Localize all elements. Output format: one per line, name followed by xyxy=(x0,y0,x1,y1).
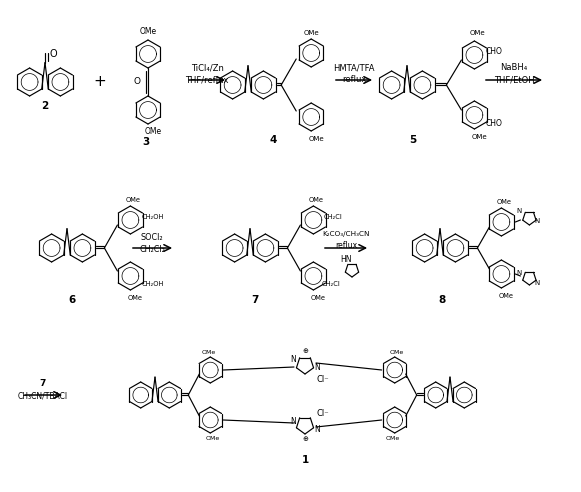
Text: SOCl₂: SOCl₂ xyxy=(141,233,163,242)
Text: OMe: OMe xyxy=(145,127,162,136)
Text: 3: 3 xyxy=(142,137,150,147)
Text: HN: HN xyxy=(340,254,352,264)
Text: K₂CO₃/CH₃CN: K₂CO₃/CH₃CN xyxy=(322,231,370,237)
Text: O: O xyxy=(134,78,141,87)
Text: CH₂OH: CH₂OH xyxy=(141,281,164,287)
Text: TiCl₄/Zn: TiCl₄/Zn xyxy=(191,63,224,72)
Text: OMe: OMe xyxy=(390,349,404,355)
Text: CH₂Cl: CH₂Cl xyxy=(322,281,341,287)
Text: N: N xyxy=(535,280,540,286)
Text: 1: 1 xyxy=(302,455,309,465)
Text: 7: 7 xyxy=(252,295,259,305)
Text: Cl⁻: Cl⁻ xyxy=(317,408,329,418)
Text: OMe: OMe xyxy=(201,349,216,355)
Text: reflux: reflux xyxy=(335,242,357,250)
Text: OMe: OMe xyxy=(205,436,220,441)
Text: 5: 5 xyxy=(410,135,417,145)
Text: NaBH₄: NaBH₄ xyxy=(500,63,528,72)
Text: OMe: OMe xyxy=(311,295,326,301)
Text: 4: 4 xyxy=(270,135,277,145)
Text: OMe: OMe xyxy=(128,295,143,301)
Text: 6: 6 xyxy=(69,295,76,305)
Text: THF/EtOH: THF/EtOH xyxy=(494,75,535,85)
Text: reflux: reflux xyxy=(342,75,366,85)
Text: HMTA/TFA: HMTA/TFA xyxy=(333,63,375,72)
Text: THF/reflux: THF/reflux xyxy=(185,75,229,85)
Text: OMe: OMe xyxy=(303,30,319,36)
Text: CH₂Cl₂: CH₂Cl₂ xyxy=(139,245,165,253)
Text: OMe: OMe xyxy=(472,134,487,140)
Text: OMe: OMe xyxy=(499,293,514,299)
Text: OMe: OMe xyxy=(309,136,324,142)
Text: CH₂Cl: CH₂Cl xyxy=(324,214,343,220)
Text: O: O xyxy=(49,49,57,59)
Text: OMe: OMe xyxy=(469,30,485,36)
Text: OMe: OMe xyxy=(139,28,156,36)
Text: CH₃CN/TBACl: CH₃CN/TBACl xyxy=(18,392,68,400)
Text: CHO: CHO xyxy=(486,47,503,56)
Text: N: N xyxy=(517,208,522,214)
Text: 8: 8 xyxy=(439,295,446,305)
Text: CHO: CHO xyxy=(486,119,503,127)
Text: N: N xyxy=(314,364,320,372)
Text: N: N xyxy=(314,426,320,434)
Text: CH₂OH: CH₂OH xyxy=(141,214,164,220)
Text: 7: 7 xyxy=(40,378,46,388)
Text: 2: 2 xyxy=(41,101,49,111)
Text: OMe: OMe xyxy=(497,199,512,205)
Text: N: N xyxy=(535,218,540,224)
Text: OMe: OMe xyxy=(309,197,324,203)
Text: N: N xyxy=(290,418,296,427)
Text: ⊕: ⊕ xyxy=(302,436,308,442)
Text: OMe: OMe xyxy=(386,436,400,441)
Text: N: N xyxy=(290,356,296,365)
Text: OMe: OMe xyxy=(126,197,141,203)
Text: ⊕: ⊕ xyxy=(302,348,308,354)
Text: N: N xyxy=(517,270,522,276)
Text: Cl⁻: Cl⁻ xyxy=(317,374,329,383)
Text: +: + xyxy=(94,74,106,90)
